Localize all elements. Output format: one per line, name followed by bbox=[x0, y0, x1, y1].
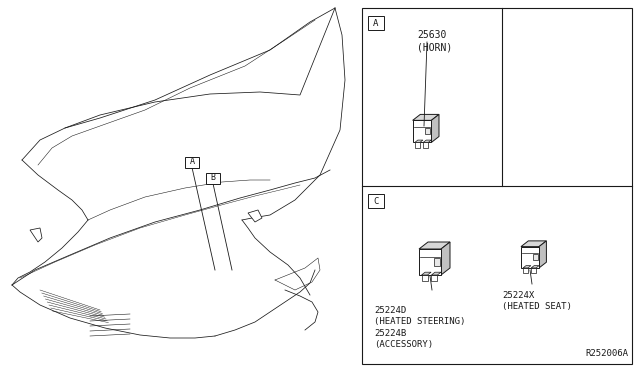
Text: 25224X
(HEATED SEAT): 25224X (HEATED SEAT) bbox=[502, 291, 572, 311]
Polygon shape bbox=[423, 140, 431, 142]
Bar bbox=[533, 254, 538, 260]
Polygon shape bbox=[419, 242, 450, 249]
Polygon shape bbox=[422, 272, 431, 275]
Bar bbox=[185, 157, 199, 167]
Polygon shape bbox=[413, 115, 439, 121]
Bar bbox=[368, 16, 384, 30]
Text: R252006A: R252006A bbox=[585, 349, 628, 358]
Polygon shape bbox=[539, 241, 547, 268]
Polygon shape bbox=[248, 210, 262, 222]
Text: C: C bbox=[373, 196, 379, 205]
Text: 25224D
(HEATED STEERING)
25224B
(ACCESSORY): 25224D (HEATED STEERING) 25224B (ACCESSO… bbox=[374, 306, 465, 349]
Polygon shape bbox=[415, 140, 423, 142]
Bar bbox=[434, 258, 440, 266]
Text: A: A bbox=[373, 19, 379, 28]
Polygon shape bbox=[30, 228, 42, 242]
Bar bbox=[206, 173, 220, 183]
Polygon shape bbox=[413, 121, 431, 142]
Bar bbox=[531, 268, 536, 273]
Bar bbox=[415, 142, 420, 148]
Polygon shape bbox=[431, 272, 441, 275]
Text: 25630
(HORN): 25630 (HORN) bbox=[417, 30, 452, 52]
Polygon shape bbox=[431, 115, 439, 142]
Bar bbox=[431, 275, 437, 281]
Polygon shape bbox=[521, 241, 547, 247]
Bar bbox=[426, 128, 431, 134]
Bar bbox=[362, 8, 632, 364]
Text: B: B bbox=[211, 173, 216, 183]
Bar bbox=[368, 194, 384, 208]
Bar bbox=[422, 275, 428, 281]
Polygon shape bbox=[521, 247, 539, 268]
Polygon shape bbox=[441, 242, 450, 275]
Polygon shape bbox=[419, 249, 441, 275]
Bar bbox=[523, 268, 528, 273]
Bar bbox=[423, 142, 428, 148]
Polygon shape bbox=[523, 266, 531, 268]
Text: A: A bbox=[189, 157, 195, 167]
Polygon shape bbox=[531, 266, 539, 268]
